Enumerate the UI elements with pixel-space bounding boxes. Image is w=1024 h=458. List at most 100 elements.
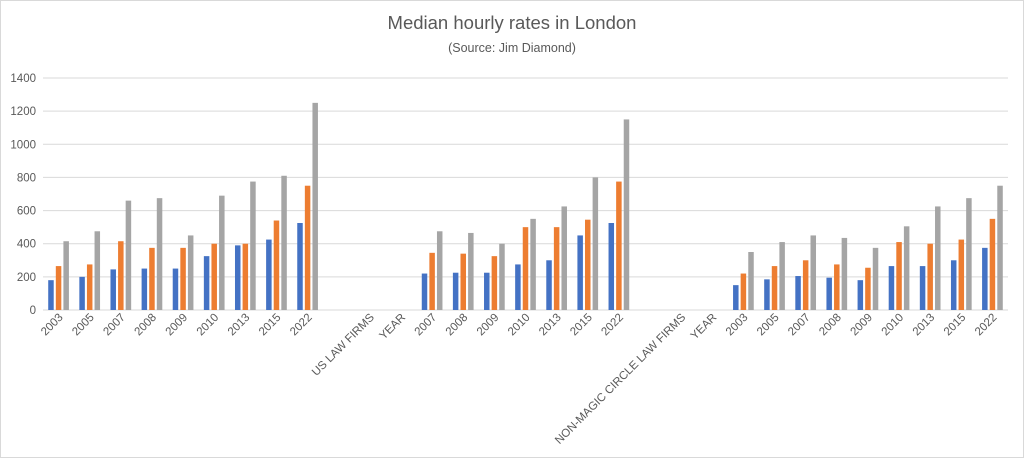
bar [771,266,778,310]
x-tick-label: 2008 [444,312,471,339]
x-tick-label: YEAR [689,312,720,343]
bar [888,266,895,310]
x-tick-label: 2013 [911,312,938,339]
bar [857,280,864,310]
x-tick-label: 2005 [755,312,782,339]
bar [312,102,318,310]
bar [608,223,615,310]
x-tick-label: 2007 [413,312,440,339]
bar [989,218,996,310]
bar [94,231,101,310]
x-tick-label: 2010 [880,312,907,339]
bar [219,195,225,310]
x-tick-label: 2009 [475,312,502,339]
y-tick-label: 1000 [10,139,36,151]
bar [452,272,459,310]
chart-title: Median hourly rates in London [387,12,637,33]
bar [927,243,933,310]
bar [141,268,148,310]
chart-subtitle: (Source: Jim Diamond) [448,41,576,55]
bar [522,227,529,310]
x-tick-label: 2022 [599,312,626,339]
bar [172,268,179,310]
bar [841,237,848,310]
x-tick-label: US LAW FIRMS [310,311,377,378]
x-tick-label: 2022 [288,312,315,339]
bar [79,276,85,310]
x-tick-label: 2022 [973,312,1000,339]
bar [616,181,622,310]
bar [748,252,754,310]
bar [966,198,972,310]
x-tick-label: 2007 [786,312,813,339]
bar [950,260,957,310]
bar [429,252,435,310]
bar [623,119,630,310]
bar [872,247,879,310]
bar [546,260,552,310]
bar [118,241,124,310]
x-tick-label: 2003 [39,312,66,339]
bar [203,256,210,310]
bar [273,220,280,310]
bar [834,264,840,310]
bar [86,264,93,310]
x-tick-label: 2010 [195,312,222,339]
bar [919,266,926,310]
bar [795,276,801,310]
x-tick-label: 2015 [942,312,969,339]
bar [865,267,871,310]
bar [561,206,567,310]
x-tick-label: 2008 [817,312,844,339]
x-tick-label: 2010 [506,312,533,339]
bar [156,198,163,310]
x-tick-label: 2015 [568,312,595,339]
bar [180,247,186,310]
bar [48,280,54,310]
bar [266,239,272,310]
bar [468,232,474,310]
bar [484,272,490,310]
bar [585,219,591,310]
bar [764,279,770,310]
x-tick-label: 2005 [70,312,97,339]
x-tick-label: 2003 [724,312,751,339]
y-tick-label: 800 [17,172,36,184]
bar [460,253,466,310]
bar [779,242,785,310]
bar [491,256,498,310]
y-tick-label: 1400 [10,73,36,85]
bar [211,243,217,310]
bar [553,227,560,310]
y-axis-ticks: 0 200 400 600 800 1000 1200 1400 [10,73,36,317]
x-tick-label: 2008 [132,312,159,339]
bar [577,235,583,310]
bars [48,102,1003,310]
bar [515,264,521,310]
bar [304,185,311,310]
bar [234,245,241,310]
y-tick-label: 200 [17,272,36,284]
bar [421,273,428,310]
bar [125,200,132,310]
x-tick-label: 2015 [257,312,284,339]
bar [297,223,303,310]
x-tick-label: 2013 [537,312,564,339]
x-tick-label: 2007 [101,312,128,339]
bar [149,247,155,310]
bar [250,181,256,310]
bar [982,247,988,310]
x-tick-label: 2009 [848,312,875,339]
bar [187,235,194,310]
y-tick-label: 600 [17,206,36,218]
bar [733,285,739,310]
bar [592,177,599,310]
x-tick-label: 2009 [164,312,191,339]
bar [110,269,116,310]
y-tick-label: 0 [30,305,36,317]
x-tick-label: YEAR [377,312,408,343]
bar [281,175,287,310]
